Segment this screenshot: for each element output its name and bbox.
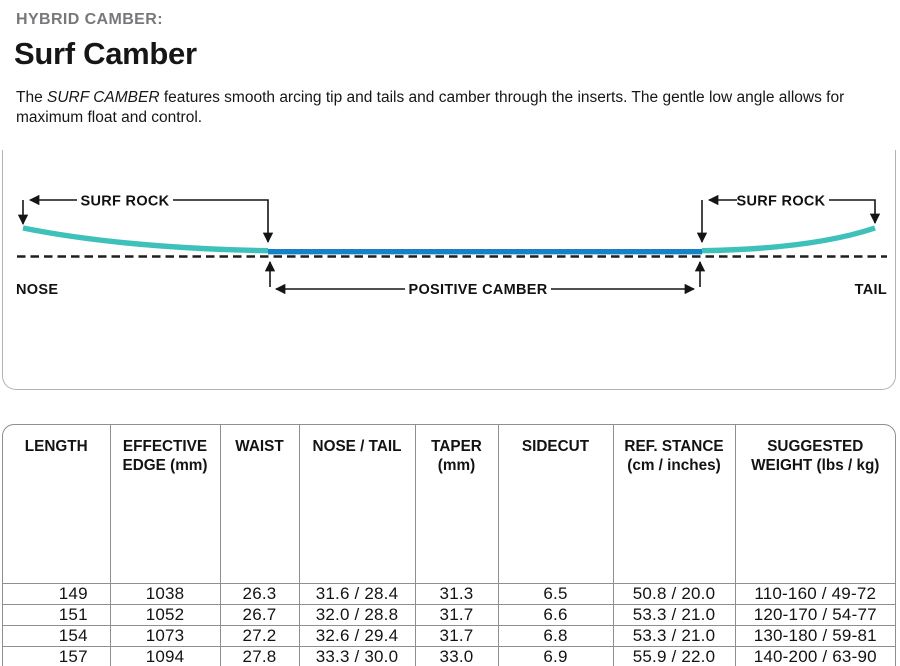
table-row: 154 1073 27.2 32.6 / 29.4 31.7 6.8 53.3 / 21.0…	[3, 624, 895, 646]
table-cell: 1073	[109, 624, 220, 646]
header-cell: SIDECUT	[497, 425, 613, 583]
spec-table: LENGTH EFFECTIVE EDGE (mm) WAIST NOSE / TAI…	[3, 425, 895, 666]
table-cell: 32.0 / 28.8	[298, 603, 415, 625]
surf-rock-left-dimension	[17, 194, 274, 244]
table-row: 151 1052 26.7 32.0 / 28.8 31.7 6.6 53.3 / 21.0…	[3, 603, 895, 625]
table-cell: 6.5	[497, 582, 613, 604]
surf-rock-right-label: SURF ROCK	[737, 194, 826, 210]
table-cell: 1052	[109, 603, 220, 625]
positive-camber-label: POSITIVE CAMBER	[408, 282, 547, 298]
header-cell: EFFECTIVE EDGE (mm)	[109, 425, 220, 583]
header-cell: TAPER (mm)	[414, 425, 498, 583]
table-row: 157 1094 27.8 33.3 / 30.0 33.0 6.9 55.9 / 22.0…	[3, 645, 895, 666]
table-cell: 151	[3, 603, 110, 625]
description-text: The SURF CAMBER features smooth arcing t…	[16, 88, 892, 128]
table-cell: 33.3 / 30.0	[298, 645, 415, 666]
table-body: 149 1038 26.3 31.6 / 28.4 31.3 6.5 50.8 / 20.0…	[3, 582, 895, 666]
table-cell: 1038	[109, 582, 220, 604]
table-cell: 120-170 / 54-77	[734, 603, 895, 625]
header-cell: SUGGESTED WEIGHT (lbs / kg)	[734, 425, 895, 583]
table-cell: 31.7	[414, 603, 498, 625]
table-cell: 27.2	[219, 624, 299, 646]
table-cell: 154	[3, 624, 110, 646]
surf-rock-right-dimension	[696, 194, 881, 244]
description-emphasis: SURF CAMBER	[47, 89, 160, 106]
table-cell: 130-180 / 59-81	[734, 624, 895, 646]
table-cell: 6.9	[497, 645, 613, 666]
table-cell: 6.8	[497, 624, 613, 646]
table-cell: 26.3	[219, 582, 299, 604]
surf-rock-left-label: SURF ROCK	[81, 194, 170, 210]
nose-label: NOSE	[16, 282, 58, 298]
table-cell: 33.0	[414, 645, 498, 666]
page-title: Surf Camber	[14, 36, 197, 71]
header-cell: WAIST	[219, 425, 299, 583]
description-suffix: features smooth arcing tip and tails and…	[16, 89, 845, 126]
spec-table-panel: LENGTH EFFECTIVE EDGE (mm) WAIST NOSE / TAI…	[2, 424, 896, 666]
tail-label: TAIL	[855, 282, 887, 298]
table-cell: 110-160 / 49-72	[734, 582, 895, 604]
table-row: 149 1038 26.3 31.6 / 28.4 31.3 6.5 50.8 / 20.0…	[3, 582, 895, 604]
table-header-row: LENGTH EFFECTIVE EDGE (mm) WAIST NOSE / TAI…	[3, 425, 895, 583]
table-cell: 6.6	[497, 603, 613, 625]
camber-diagram-panel: SURF ROCK SURF ROCK POSITIVE CAMBER NOSE…	[2, 150, 896, 390]
camber-profile-diagram: SURF ROCK SURF ROCK POSITIVE CAMBER NOSE…	[16, 194, 887, 298]
table-cell: 31.3	[414, 582, 498, 604]
table-cell: 53.3 / 21.0	[612, 603, 735, 625]
header-cell: LENGTH	[24, 438, 88, 455]
section-eyebrow: HYBRID CAMBER:	[16, 11, 163, 28]
table-cell: 50.8 / 20.0	[612, 582, 735, 604]
table-cell: 55.9 / 22.0	[612, 645, 735, 666]
table-cell: 31.6 / 28.4	[298, 582, 415, 604]
table-cell: 53.3 / 21.0	[612, 624, 735, 646]
description-prefix: The	[16, 89, 48, 106]
table-cell: 27.8	[219, 645, 299, 666]
table-cell: 31.7	[414, 624, 498, 646]
table-cell: 149	[3, 582, 110, 604]
positive-camber-dimension	[264, 260, 706, 295]
header-cell: REF. STANCE (cm / inches)	[612, 425, 735, 583]
table-cell: 26.7	[219, 603, 299, 625]
table-cell: 1094	[109, 645, 220, 666]
tail-rocker-curve	[701, 225, 876, 254]
nose-rocker-curve	[22, 225, 269, 254]
header-cell: NOSE / TAIL	[298, 425, 415, 583]
table-cell: 32.6 / 29.4	[298, 624, 415, 646]
table-cell: 157	[3, 645, 110, 666]
table-cell: 140-200 / 63-90	[734, 645, 895, 666]
